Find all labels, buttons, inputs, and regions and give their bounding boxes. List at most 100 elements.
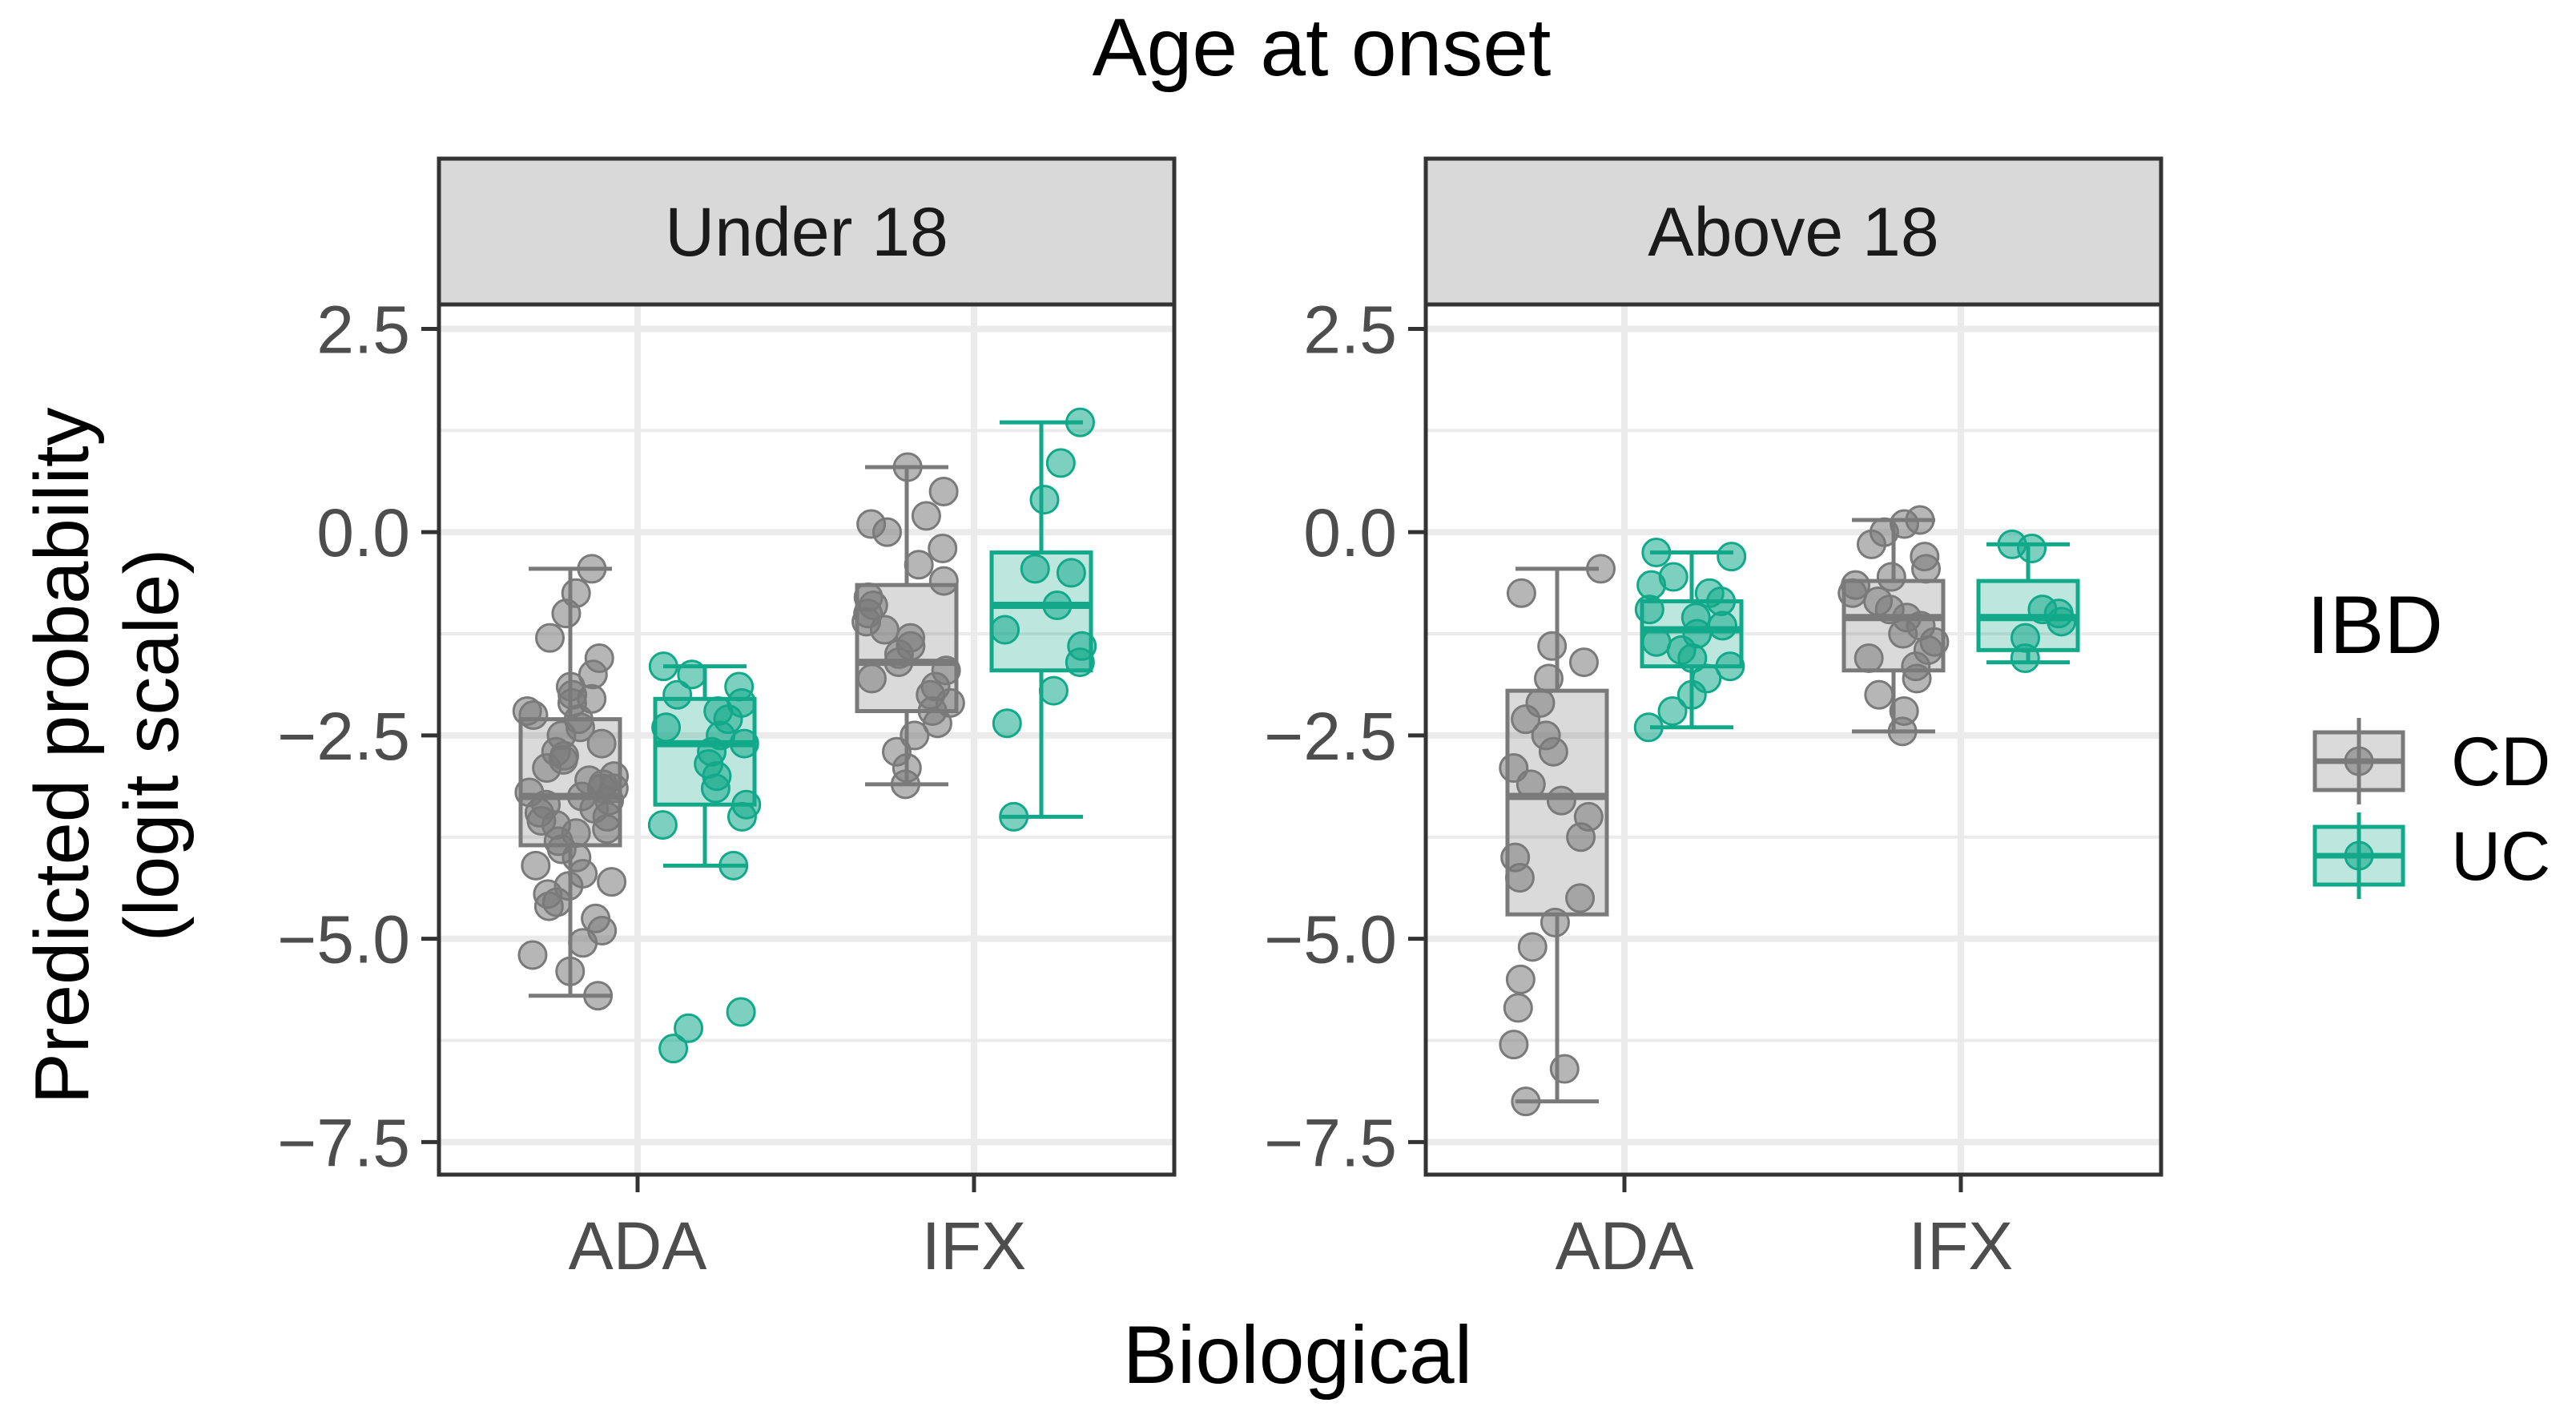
facet-panel-2: 2.5 0.0 −2.5 −5.0 −7.5 ADA IFX Above 18: [1264, 156, 2163, 1284]
legend-key-point: [2344, 746, 2374, 776]
data-point: [1038, 675, 1069, 706]
data-point: [990, 615, 1020, 645]
y-tick-label: 2.5: [1303, 292, 1397, 367]
data-point: [883, 647, 914, 678]
data-point: [1505, 964, 1536, 994]
data-point: [1657, 695, 1688, 726]
data-point: [1636, 570, 1667, 600]
data-point: [1042, 591, 1073, 621]
data-point: [2010, 643, 2040, 674]
data-point: [1634, 595, 1664, 625]
data-point: [1549, 1054, 1580, 1084]
data-point: [648, 651, 678, 682]
data-point: [1538, 736, 1568, 767]
data-point: [911, 501, 941, 531]
data-point: [727, 801, 757, 832]
data-point: [1586, 554, 1616, 584]
y-tick-label: −5.0: [277, 902, 410, 978]
legend-key-point: [2344, 840, 2374, 871]
data-point: [1887, 716, 1918, 747]
data-point: [700, 773, 731, 804]
panels: 2.5 0.0 −2.5 −5.0 −7.5 ADA IFX Under 18 2.5 0.0 −2…: [277, 156, 2163, 1284]
legend-label-uc: UC: [2451, 818, 2550, 895]
boxplot-ada-cd: [1499, 554, 1616, 1117]
data-point: [1641, 538, 1672, 568]
y-tick-label: −2.5: [277, 699, 410, 774]
facet-panel-1: 2.5 0.0 −2.5 −5.0 −7.5 ADA IFX Under 18: [277, 156, 1177, 1284]
y-tick-label: −5.0: [1264, 902, 1397, 978]
data-point: [1511, 1086, 1541, 1117]
data-point: [928, 566, 959, 596]
y-axis-title-line-2: (logit scale): [109, 549, 195, 942]
data-point: [662, 679, 693, 710]
x-tick-label-ifx: IFX: [1909, 1208, 2014, 1284]
chart-title: Age at onset: [1093, 2, 1552, 93]
data-point: [872, 517, 903, 547]
data-point: [541, 887, 572, 917]
data-point: [904, 550, 934, 580]
y-tick-label: −2.5: [1264, 699, 1397, 774]
data-point: [592, 814, 622, 845]
legend-title: IBD: [2307, 579, 2443, 671]
data-point: [892, 452, 923, 482]
data-point: [555, 956, 586, 986]
boxplot-ifx-cd: [851, 452, 965, 800]
x-axis-title: Biological: [1123, 1309, 1473, 1401]
data-point: [518, 700, 549, 731]
data-point: [1020, 554, 1050, 584]
data-point: [1854, 643, 1884, 674]
data-point: [597, 867, 627, 897]
data-point: [1515, 769, 1546, 800]
boxplot-ada-cd: [512, 554, 630, 1011]
y-axis-title: Predicted probability (logit scale): [19, 386, 195, 1104]
data-point: [1065, 647, 1095, 678]
data-point: [726, 997, 756, 1027]
y-axis-title-line-1: Predicted probability: [19, 407, 105, 1104]
data-point: [535, 623, 566, 653]
y-tick-label: −7.5: [277, 1105, 410, 1180]
data-point: [999, 801, 1029, 832]
data-point: [1065, 407, 1095, 437]
legend-item-uc: UC: [2312, 812, 2550, 899]
data-point: [577, 683, 607, 714]
facet-strip-label: Above 18: [1648, 194, 1938, 271]
legend: IBD CD UC: [2307, 579, 2550, 899]
data-point: [1517, 932, 1548, 962]
data-point: [568, 928, 598, 958]
data-point: [677, 659, 707, 690]
data-point: [1056, 558, 1086, 588]
y-tick-label: 2.5: [316, 292, 410, 367]
data-point: [1029, 485, 1060, 515]
data-point: [1888, 619, 1918, 649]
data-point: [651, 712, 682, 743]
data-point: [1706, 586, 1737, 616]
x-tick-label-ada: ADA: [1556, 1208, 1694, 1284]
data-point: [1045, 448, 1076, 478]
data-point: [928, 533, 958, 563]
y-tick-label: 0.0: [316, 495, 410, 570]
data-point: [658, 1034, 689, 1064]
data-point: [598, 773, 629, 804]
data-point: [992, 708, 1022, 739]
data-point: [1707, 611, 1737, 641]
data-point: [1715, 651, 1745, 682]
boxplot-ada-uc: [647, 651, 762, 1064]
data-point: [729, 728, 759, 759]
data-point: [1537, 631, 1568, 661]
y-tick-label: 0.0: [1303, 495, 1397, 570]
data-point: [517, 940, 548, 970]
data-point: [1717, 542, 1747, 572]
data-point: [2017, 533, 2047, 563]
data-point: [1499, 1030, 1529, 1060]
y-tick-label: −7.5: [1264, 1105, 1397, 1180]
legend-item-cd: CD: [2312, 718, 2550, 804]
boxplot-ifx-cd: [1837, 505, 1950, 747]
data-point: [549, 740, 580, 771]
data-point: [2047, 607, 2077, 637]
facet-strip-label: Under 18: [665, 194, 948, 271]
data-point: [674, 1013, 704, 1043]
data-point: [1568, 647, 1599, 678]
facet-strip: [437, 156, 1177, 307]
data-point: [1511, 704, 1541, 735]
